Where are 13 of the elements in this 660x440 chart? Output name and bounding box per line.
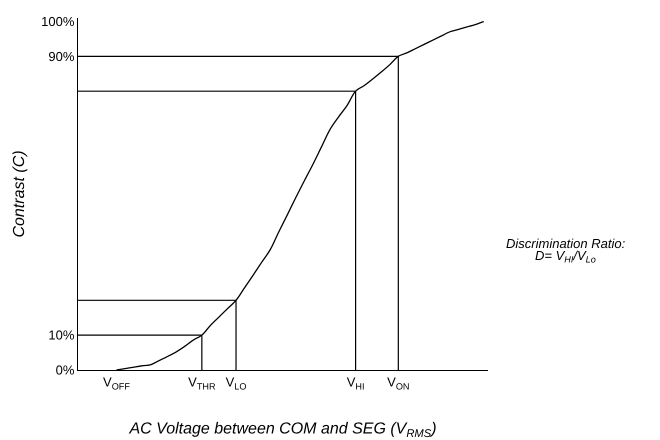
y-tick-label: 10% (48, 328, 75, 343)
x-tick-label: V$_{ON}$ (387, 374, 410, 392)
y-tick-label: 100% (41, 14, 75, 30)
text: Discrimination Ratio: (506, 236, 626, 251)
y-tick-label: 90% (48, 48, 75, 64)
x-tick-label: V$_{THR}$ (188, 374, 216, 392)
x-tick-label: V$_{LO}$ (226, 374, 246, 392)
y-tick-label: 0% (56, 362, 75, 378)
x-tick-label: V$_{OFF}$ (103, 374, 130, 392)
text: D= V$_{HI}$/V$_{Lo}$ (535, 248, 596, 265)
x-axis-title: AC Voltage between COM and SEG (V$_{RMS}$) (128, 420, 437, 440)
x-tick-label: V$_{HI}$ (346, 374, 364, 392)
y-axis-title: Contrast (C) (11, 150, 28, 238)
